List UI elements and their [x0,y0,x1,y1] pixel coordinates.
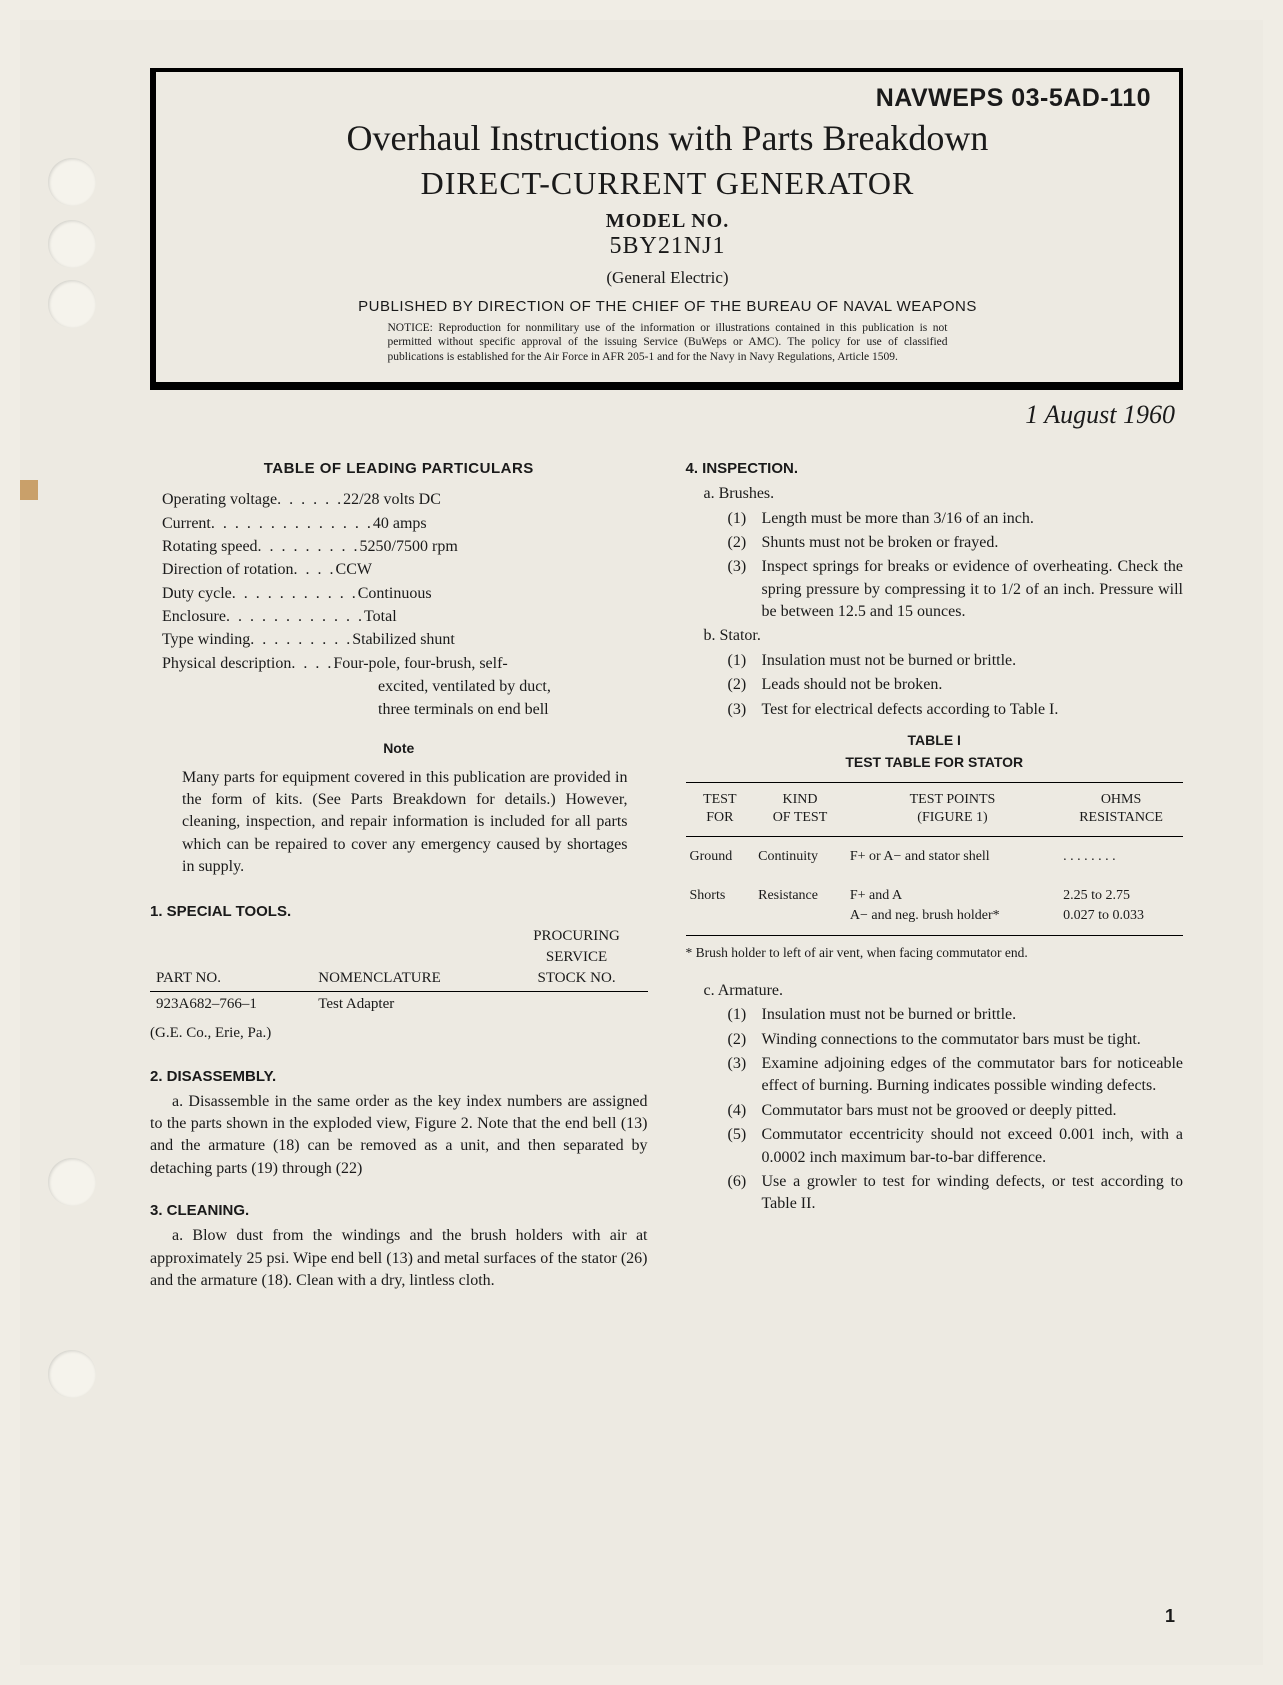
edge-mark [20,480,38,500]
publisher-line: PUBLISHED BY DIRECTION OF THE CHIEF OF T… [184,298,1151,315]
punch-hole [48,1158,96,1206]
document-number: NAVWEPS 03-5AD-110 [184,84,1151,113]
note-heading: Note [150,739,648,759]
particulars-value: 5250/7500 rpm [360,536,458,558]
particulars-value: 40 amps [373,513,427,535]
section-2-body: a. Disassemble in the same order as the … [150,1091,648,1181]
stator-th-kind: KINDOF TEST [754,783,846,836]
model-label: MODEL NO. [184,210,1151,233]
particulars-label: Direction of rotation [162,559,294,581]
particulars-value: Total [364,606,397,628]
particulars-label: Operating voltage [162,489,277,511]
inspection-item: (2)Shunts must not be broken or frayed. [686,532,1184,554]
tools-row: 923A682–766–1 Test Adapter [150,991,648,1017]
table-1-title: TABLE I [686,731,1184,751]
stator-th-points: TEST POINTS(FIGURE 1) [846,783,1059,836]
section-3-heading: 3. CLEANING. [150,1200,648,1221]
inspection-item: (2)Winding connections to the commutator… [686,1029,1184,1051]
publication-date: 1 August 1960 [150,400,1175,430]
stator-th-ohms: OHMSRESISTANCE [1059,783,1183,836]
tools-cell-stockno [506,991,648,1017]
notice-text: NOTICE: Reproduction for nonmilitary use… [388,321,948,364]
inspection-item: (6)Use a growler to test for winding def… [686,1171,1184,1216]
tools-col-nomenclature: NOMENCLATURE [312,926,505,992]
content-columns: TABLE OF LEADING PARTICULARS Operating v… [150,458,1183,1312]
punch-hole [48,280,96,328]
inspection-item: (2)Leads should not be broken. [686,674,1184,696]
inspection-item: (3)Inspect springs for breaks or evidenc… [686,556,1184,623]
particulars-value: Continuous [358,583,432,605]
particulars-value: Four-pole, four-brush, self- [333,653,507,675]
inspection-item: (3)Test for electrical defects according… [686,699,1184,721]
section-3-body: a. Blow dust from the windings and the b… [150,1225,648,1292]
tools-cell-nomen: Test Adapter [312,991,505,1017]
section-2-heading: 2. DISASSEMBLY. [150,1066,648,1087]
manufacturer: (General Electric) [184,268,1151,288]
particulars-heading: TABLE OF LEADING PARTICULARS [150,458,648,479]
particulars-row: Rotating speed. . . . . . . . .5250/7500… [162,536,648,558]
particulars-row: Enclosure. . . . . . . . . . . .Total [162,606,648,628]
note-body: Many parts for equipment covered in this… [150,767,648,879]
stator-cell: Continuity [754,836,846,876]
particulars-row: Operating voltage. . . . . .22/28 volts … [162,489,648,511]
stator-cell: 2.25 to 2.75 0.027 to 0.033 [1059,876,1183,936]
stator-cell: Resistance [754,876,846,936]
stator-row: Ground Continuity F+ or A− and stator sh… [686,836,1184,876]
particulars-row: Physical description. . . .Four-pole, fo… [162,653,648,675]
page-number: 1 [1165,1606,1175,1627]
particulars-label: Current [162,513,211,535]
stator-cell: Ground [686,836,755,876]
right-column: 4. INSPECTION. a. Brushes. (1)Length mus… [686,458,1184,1312]
particulars-row: Current. . . . . . . . . . . . . .40 amp… [162,513,648,535]
sub-title: DIRECT-CURRENT GENERATOR [184,165,1151,202]
tools-table: PART NO. NOMENCLATURE PROCURING SERVICE … [150,926,648,1017]
inspection-item: (1)Insulation must not be burned or brit… [686,1004,1184,1026]
particulars-value: Stabilized shunt [352,629,455,651]
particulars-row: Type winding. . . . . . . . .Stabilized … [162,629,648,651]
particulars-label: Duty cycle [162,583,232,605]
section-4-heading: 4. INSPECTION. [686,458,1184,479]
stator-cell: F+ and A A− and neg. brush holder* [846,876,1059,936]
stator-test-table: TESTFOR KINDOF TEST TEST POINTS(FIGURE 1… [686,782,1184,936]
inspection-item: (3)Examine adjoining edges of the commut… [686,1053,1184,1098]
inspection-brushes: a. Brushes. [686,483,1184,505]
punch-hole [48,220,96,268]
inspection-item: (1)Insulation must not be burned or brit… [686,650,1184,672]
particulars-value: 22/28 volts DC [343,489,441,511]
inspection-item: (4)Commutator bars must not be grooved o… [686,1100,1184,1122]
inspection-armature: c. Armature. [686,980,1184,1002]
particulars-value: CCW [336,559,372,581]
punch-hole [48,158,96,206]
stator-cell: . . . . . . . . [1059,836,1183,876]
main-title: Overhaul Instructions with Parts Breakdo… [184,117,1151,159]
particulars-label: Type winding [162,629,250,651]
particulars-value-cont: three terminals on end bell [162,699,648,721]
section-1-heading: 1. SPECIAL TOOLS. [150,901,648,922]
left-column: TABLE OF LEADING PARTICULARS Operating v… [150,458,648,1312]
inspection-stator: b. Stator. [686,625,1184,647]
stator-cell: Shorts [686,876,755,936]
tools-col-stockno: PROCURING SERVICE STOCK NO. [506,926,648,992]
particulars-label: Physical description [162,653,291,675]
particulars-value-cont: excited, ventilated by duct, [162,676,648,698]
inspection-item: (5)Commutator eccentricity should not ex… [686,1124,1184,1169]
stator-th-testfor: TESTFOR [686,783,755,836]
table-1-subtitle: TEST TABLE FOR STATOR [686,753,1184,773]
document-page: NAVWEPS 03-5AD-110 Overhaul Instructions… [20,20,1263,1665]
inspection-item: (1)Length must be more than 3/16 of an i… [686,508,1184,530]
tools-cell-partno: 923A682–766–1 [150,991,312,1017]
tools-col-partno: PART NO. [150,926,312,992]
particulars-label: Enclosure [162,606,226,628]
stator-row: Shorts Resistance F+ and A A− and neg. b… [686,876,1184,936]
particulars-row: Duty cycle. . . . . . . . . . .Continuou… [162,583,648,605]
stator-cell: F+ or A− and stator shell [846,836,1059,876]
tools-vendor: (G.E. Co., Erie, Pa.) [150,1023,648,1044]
punch-hole [48,1350,96,1398]
particulars-row: Direction of rotation. . . .CCW [162,559,648,581]
particulars-label: Rotating speed [162,536,258,558]
model-number: 5BY21NJ1 [184,233,1151,260]
title-box: NAVWEPS 03-5AD-110 Overhaul Instructions… [150,68,1183,390]
particulars-list: Operating voltage. . . . . .22/28 volts … [150,489,648,721]
table-1-footnote: * Brush holder to left of air vent, when… [686,944,1184,962]
